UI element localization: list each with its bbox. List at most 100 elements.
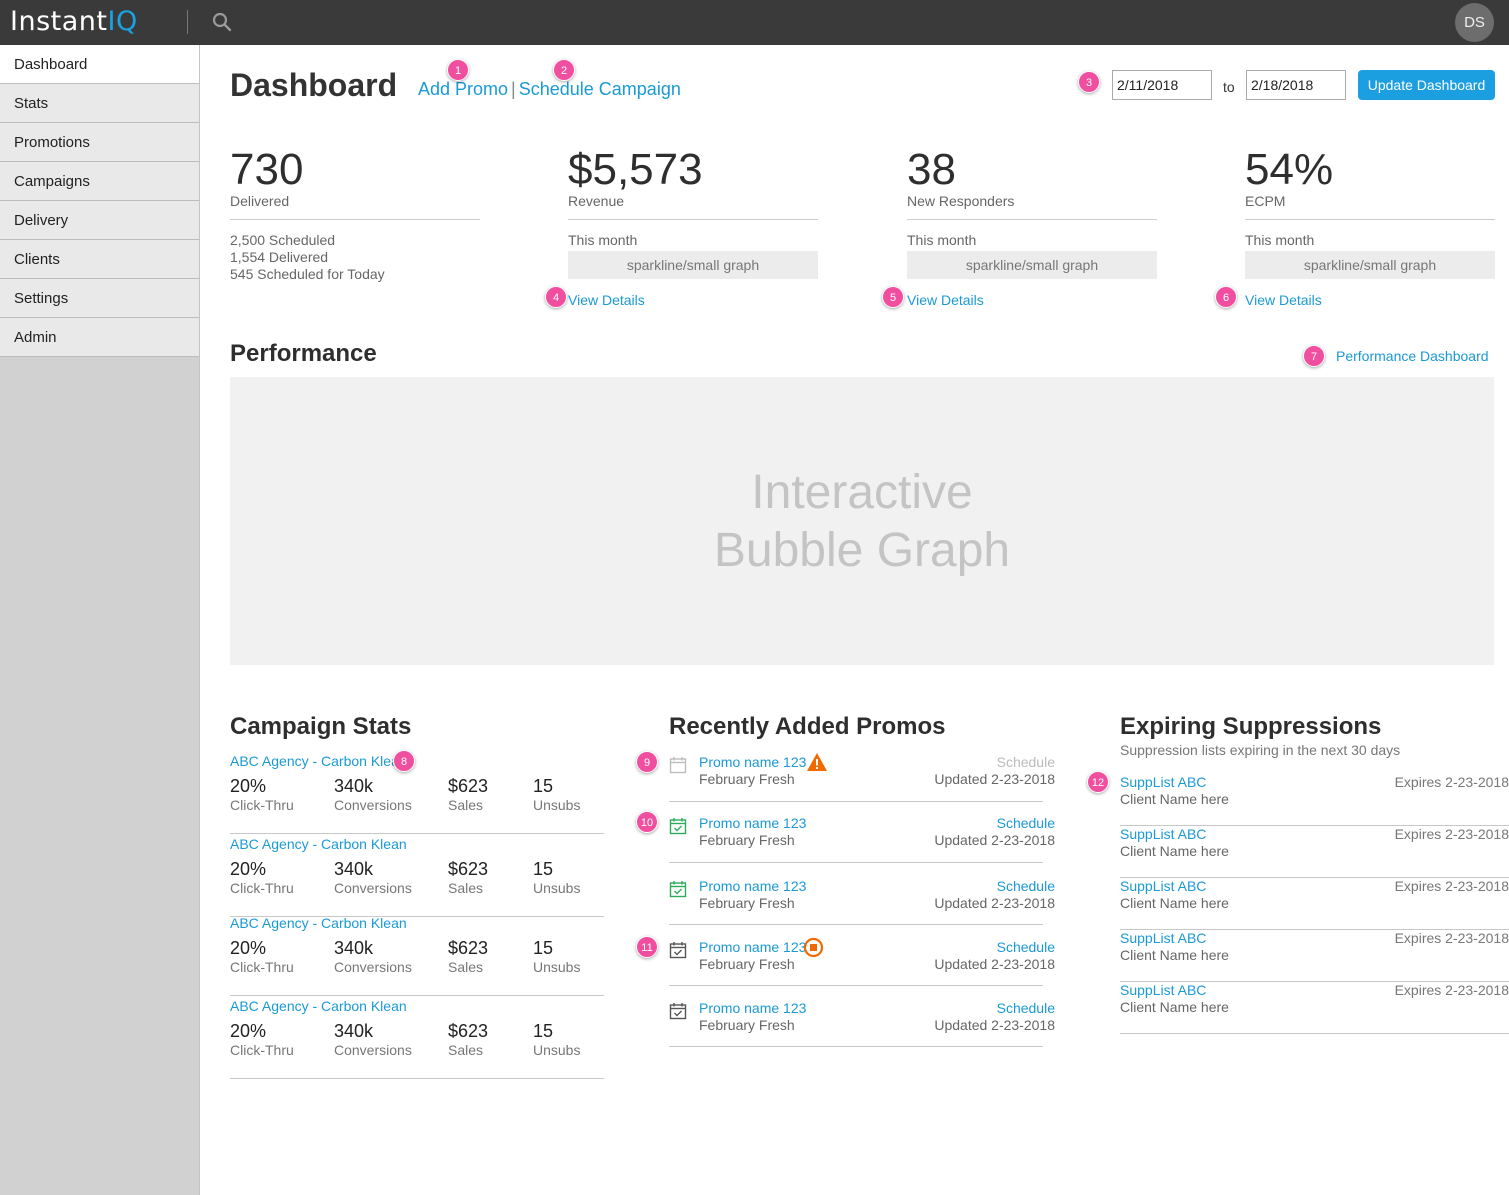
date-to-input[interactable] <box>1246 70 1346 100</box>
campaign-name-link[interactable]: ABC Agency - Carbon Klean <box>230 836 407 852</box>
conversions-value: 340k <box>334 776 374 796</box>
promo-subtitle: February Fresh <box>699 771 795 787</box>
campaign-name-link[interactable]: ABC Agency - Carbon Klean <box>230 998 407 1014</box>
expiring-suppressions-title: Expiring Suppressions <box>1120 713 1382 740</box>
schedule-link[interactable]: Schedule <box>996 815 1055 831</box>
app-logo[interactable]: InstantIQ <box>10 6 138 37</box>
unsubs-value: 15 <box>533 938 554 958</box>
expiry-date: Expires 2-23-2018 <box>1394 930 1509 946</box>
promo-name-link[interactable]: Promo name 123 <box>699 1000 807 1016</box>
supplist-link[interactable]: SuppList ABC <box>1120 982 1207 998</box>
supplist-link[interactable]: SuppList ABC <box>1120 774 1207 790</box>
conversions-label: Conversions <box>334 880 412 896</box>
view-details-link[interactable]: View Details <box>907 292 984 308</box>
schedule-link[interactable]: Schedule <box>996 878 1055 894</box>
annotation-badge: 5 <box>882 286 904 308</box>
promo-name-link[interactable]: Promo name 123 <box>699 754 807 770</box>
calendar-empty-icon <box>669 757 687 774</box>
search-icon[interactable] <box>211 11 233 33</box>
sales-value: $623 <box>448 859 489 879</box>
page-title: Dashboard <box>230 67 398 103</box>
click-thru-value: 20% <box>230 776 267 796</box>
annotation-badge: 3 <box>1078 71 1100 93</box>
sales-label: Sales <box>448 1042 484 1058</box>
conversions-value: 340k <box>334 859 374 879</box>
calendar-check-icon <box>669 881 687 898</box>
calendar-check-icon <box>669 818 687 835</box>
sales-value: $623 <box>448 776 489 796</box>
top-bar: InstantIQ DS <box>0 0 1509 45</box>
annotation-badge: 4 <box>545 286 567 308</box>
click-thru-label: Click-Thru <box>230 797 294 813</box>
suppression-row: SuppList ABC Client Name here Expires 2-… <box>1120 930 1509 982</box>
promo-updated-date: Updated 2-23-2018 <box>934 895 1055 911</box>
stat-value: 38 <box>907 145 956 194</box>
supplist-link[interactable]: SuppList ABC <box>1120 826 1207 842</box>
stat-revenue: $5,573 Revenue This month sparkline/smal… <box>568 145 818 310</box>
schedule-link[interactable]: Schedule <box>996 939 1055 955</box>
click-thru-label: Click-Thru <box>230 959 294 975</box>
performance-dashboard-link[interactable]: Performance Dashboard <box>1336 348 1489 364</box>
annotation-badge: 1 <box>447 59 469 81</box>
sparkline-placeholder: sparkline/small graph <box>568 251 818 279</box>
stat-label: New Responders <box>907 193 1157 220</box>
scheduled-today-count: 545 Scheduled for Today <box>230 266 385 282</box>
calendar-check-icon <box>669 1003 687 1020</box>
sidebar-item-admin[interactable]: Admin <box>0 318 199 357</box>
schedule-campaign-link[interactable]: Schedule Campaign <box>518 79 681 99</box>
add-promo-link[interactable]: Add Promo <box>418 79 509 99</box>
user-avatar[interactable]: DS <box>1455 3 1494 42</box>
sidebar: Dashboard Stats Promotions Campaigns Del… <box>0 45 200 1195</box>
promo-name-link[interactable]: Promo name 123 <box>699 815 807 831</box>
sales-label: Sales <box>448 880 484 896</box>
supplist-link[interactable]: SuppList ABC <box>1120 930 1207 946</box>
annotation-badge: 11 <box>636 936 658 958</box>
sidebar-item-stats[interactable]: Stats <box>0 84 199 123</box>
stat-label: Delivered <box>230 193 480 220</box>
sidebar-item-promotions[interactable]: Promotions <box>0 123 199 162</box>
suppression-row: SuppList ABC Client Name here Expires 2-… <box>1120 982 1509 1034</box>
bubble-graph-placeholder[interactable]: Interactive Bubble Graph <box>230 377 1494 665</box>
click-thru-label: Click-Thru <box>230 1042 294 1058</box>
expiry-date: Expires 2-23-2018 <box>1394 878 1509 894</box>
update-dashboard-button[interactable]: Update Dashboard <box>1358 70 1495 100</box>
campaign-row: ABC Agency - Carbon Klean 20% Click-Thru … <box>230 753 604 834</box>
promo-updated-date: Updated 2-23-2018 <box>934 771 1055 787</box>
client-name: Client Name here <box>1120 895 1229 911</box>
schedule-link[interactable]: Schedule <box>996 1000 1055 1016</box>
sidebar-item-dashboard[interactable]: Dashboard <box>0 45 199 84</box>
placeholder-text: Interactive <box>751 466 973 519</box>
unsubs-label: Unsubs <box>533 797 581 813</box>
view-details-link[interactable]: View Details <box>568 292 645 308</box>
row-divider <box>669 985 1043 986</box>
sidebar-item-campaigns[interactable]: Campaigns <box>0 162 199 201</box>
campaign-name-link[interactable]: ABC Agency - Carbon Klean <box>230 753 407 769</box>
expiry-date: Expires 2-23-2018 <box>1394 774 1509 790</box>
row-divider <box>669 862 1043 863</box>
promo-name-link[interactable]: Promo name 123 <box>699 939 807 955</box>
stat-ecpm: 54% ECPM This month sparkline/small grap… <box>1245 145 1495 310</box>
sidebar-item-settings[interactable]: Settings <box>0 279 199 318</box>
promo-subtitle: February Fresh <box>699 956 795 972</box>
campaign-name-link[interactable]: ABC Agency - Carbon Klean <box>230 915 407 931</box>
schedule-action-disabled: Schedule <box>996 754 1055 770</box>
scheduled-count: 2,500 Scheduled <box>230 232 336 248</box>
sales-value: $623 <box>448 1021 489 1041</box>
date-to-label: to <box>1223 79 1235 95</box>
stop-icon <box>803 937 824 958</box>
header-actions: Add Promo | Schedule Campaign <box>418 79 681 100</box>
campaign-row: ABC Agency - Carbon Klean 20% Click-Thru … <box>230 998 604 1079</box>
view-details-link[interactable]: View Details <box>1245 292 1322 308</box>
supplist-link[interactable]: SuppList ABC <box>1120 878 1207 894</box>
sidebar-item-clients[interactable]: Clients <box>0 240 199 279</box>
recent-promos-title: Recently Added Promos <box>669 713 946 740</box>
expiry-date: Expires 2-23-2018 <box>1394 982 1509 998</box>
promo-updated-date: Updated 2-23-2018 <box>934 956 1055 972</box>
date-from-input[interactable] <box>1112 70 1212 100</box>
performance-title: Performance <box>230 340 377 367</box>
stat-label: Revenue <box>568 193 818 220</box>
sidebar-item-delivery[interactable]: Delivery <box>0 201 199 240</box>
suppressions-description: Suppression lists expiring in the next 3… <box>1120 742 1401 758</box>
stat-value: $5,573 <box>568 145 703 194</box>
promo-name-link[interactable]: Promo name 123 <box>699 878 807 894</box>
